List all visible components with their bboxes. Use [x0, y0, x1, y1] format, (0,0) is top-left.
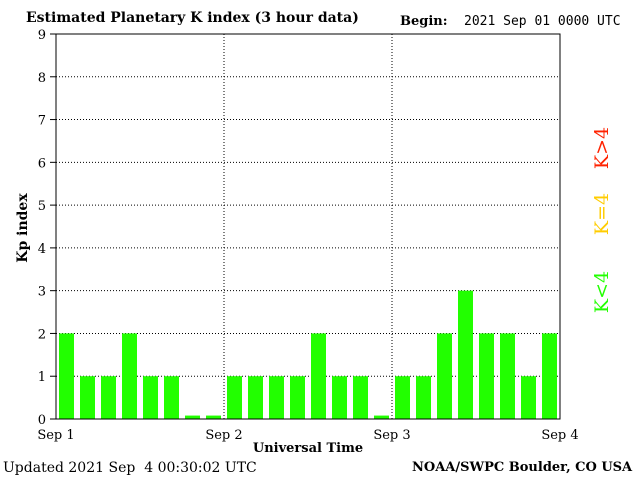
- x-tick-label: Sep 3: [373, 428, 410, 443]
- y-tick-label: 9: [38, 28, 46, 43]
- begin-value: 2021 Sep 01 0000 UTC: [464, 14, 621, 29]
- kp-bar: [206, 415, 221, 419]
- kp-bar: [185, 415, 200, 419]
- kp-bar: [332, 376, 347, 419]
- y-tick-label: 4: [38, 242, 46, 257]
- updated-timestamp: Updated 2021 Sep 4 00:30:02 UTC: [3, 460, 257, 476]
- x-axis-label: Universal Time: [253, 441, 363, 456]
- kp-bar: [248, 376, 263, 419]
- kp-bar: [353, 376, 368, 419]
- grid-lines: [56, 34, 560, 419]
- kp-bar: [437, 333, 452, 419]
- begin-label: Begin:: [400, 14, 448, 29]
- y-tick-label: 0: [38, 413, 46, 428]
- kp-bar: [374, 415, 389, 419]
- legend-entry: K>4: [591, 127, 613, 169]
- bars: [59, 290, 557, 419]
- kp-bar: [416, 376, 431, 419]
- kp-bar: [521, 376, 536, 419]
- x-tick-label: Sep 4: [541, 428, 578, 443]
- legend-entry: K<4: [591, 271, 613, 313]
- kp-bar: [458, 290, 473, 419]
- y-tick-label: 2: [38, 327, 46, 342]
- plot-frame: [55, 33, 561, 420]
- kp-bar: [80, 376, 95, 419]
- kp-bar: [290, 376, 305, 419]
- axis-ticks: 0 1 2 3 4 5 6 7 8 9 Sep 1 Sep 2 Sep 3 Sep 4: [37, 28, 578, 443]
- kp-bar: [395, 376, 410, 419]
- legend-entry: K=4: [591, 193, 613, 235]
- kp-bar: [122, 333, 137, 419]
- credit-line: NOAA/SWPC Boulder, CO USA: [412, 460, 633, 475]
- y-tick-label: 5: [38, 199, 46, 214]
- kp-bar: [479, 333, 494, 419]
- kp-bar: [101, 376, 116, 419]
- legend: K<4 K=4 K>4: [591, 127, 613, 313]
- x-tick-label: Sep 2: [205, 428, 242, 443]
- kp-bar: [500, 333, 515, 419]
- y-tick-label: 1: [38, 370, 46, 385]
- x-tick-label: Sep 1: [37, 428, 74, 443]
- kp-bar: [269, 376, 284, 419]
- kp-bar: [542, 333, 557, 419]
- kp-bar: [311, 333, 326, 419]
- kp-bar: [164, 376, 179, 419]
- kp-bar: [227, 376, 242, 419]
- kp-bar: [59, 333, 74, 419]
- y-axis-label: Kp index: [15, 193, 31, 263]
- y-tick-label: 6: [38, 156, 46, 171]
- y-tick-label: 3: [38, 285, 46, 300]
- y-tick-label: 8: [38, 71, 46, 86]
- y-tick-label: 7: [38, 114, 46, 129]
- chart-title: Estimated Planetary K index (3 hour data…: [26, 10, 359, 26]
- kp-bar: [143, 376, 158, 419]
